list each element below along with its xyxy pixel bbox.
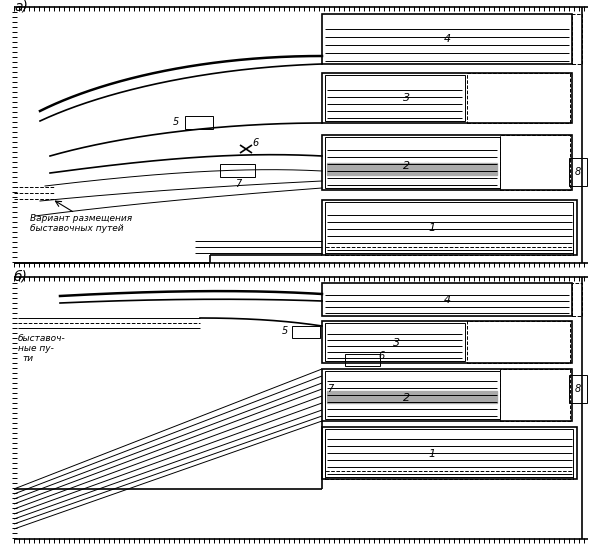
Bar bbox=[292, 326, 320, 338]
Polygon shape bbox=[327, 391, 497, 403]
Bar bbox=[345, 354, 380, 366]
Text: а): а) bbox=[14, 0, 28, 13]
Bar bbox=[572, 283, 582, 316]
Bar bbox=[467, 321, 570, 363]
Bar bbox=[325, 429, 573, 477]
Bar bbox=[325, 371, 500, 419]
Text: 2: 2 bbox=[403, 393, 411, 403]
Bar bbox=[325, 202, 573, 253]
Bar bbox=[322, 135, 572, 190]
Bar bbox=[569, 158, 587, 186]
Bar bbox=[322, 14, 572, 64]
Text: 7: 7 bbox=[327, 384, 333, 394]
Text: быставочных путей: быставочных путей bbox=[30, 224, 124, 233]
Text: 1: 1 bbox=[428, 223, 435, 233]
Bar bbox=[322, 427, 577, 479]
Bar bbox=[325, 247, 573, 255]
Text: быставоч-: быставоч- bbox=[18, 334, 66, 343]
Text: 2: 2 bbox=[403, 161, 411, 171]
Bar bbox=[325, 471, 573, 479]
Bar bbox=[322, 321, 572, 363]
Text: 5: 5 bbox=[282, 326, 288, 336]
Text: 1: 1 bbox=[428, 449, 435, 459]
Bar bbox=[325, 75, 465, 121]
Text: 4: 4 bbox=[443, 295, 451, 305]
Text: 4: 4 bbox=[443, 34, 451, 44]
Text: б): б) bbox=[14, 270, 28, 284]
Bar bbox=[500, 369, 570, 421]
Text: 7: 7 bbox=[235, 179, 241, 189]
Bar bbox=[572, 14, 582, 64]
Bar bbox=[569, 375, 587, 403]
Text: 8: 8 bbox=[575, 384, 581, 394]
Bar bbox=[325, 137, 500, 188]
Text: ные пу-: ные пу- bbox=[18, 344, 54, 353]
Text: Вариант размещения: Вариант размещения bbox=[30, 214, 132, 223]
Bar bbox=[500, 135, 570, 190]
Bar bbox=[322, 283, 572, 316]
Text: 6: 6 bbox=[253, 138, 259, 148]
Bar bbox=[325, 323, 465, 361]
Bar bbox=[220, 164, 255, 177]
Bar bbox=[322, 200, 577, 255]
Bar bbox=[467, 73, 570, 123]
Bar bbox=[322, 73, 572, 123]
Text: 5: 5 bbox=[173, 117, 179, 127]
Text: 8: 8 bbox=[575, 167, 581, 177]
Text: 3: 3 bbox=[403, 93, 411, 103]
Bar bbox=[185, 116, 213, 129]
Bar bbox=[322, 369, 572, 421]
Text: 3: 3 bbox=[393, 338, 400, 348]
Text: 6: 6 bbox=[379, 351, 385, 361]
Polygon shape bbox=[327, 163, 497, 175]
Text: ти: ти bbox=[22, 354, 33, 363]
